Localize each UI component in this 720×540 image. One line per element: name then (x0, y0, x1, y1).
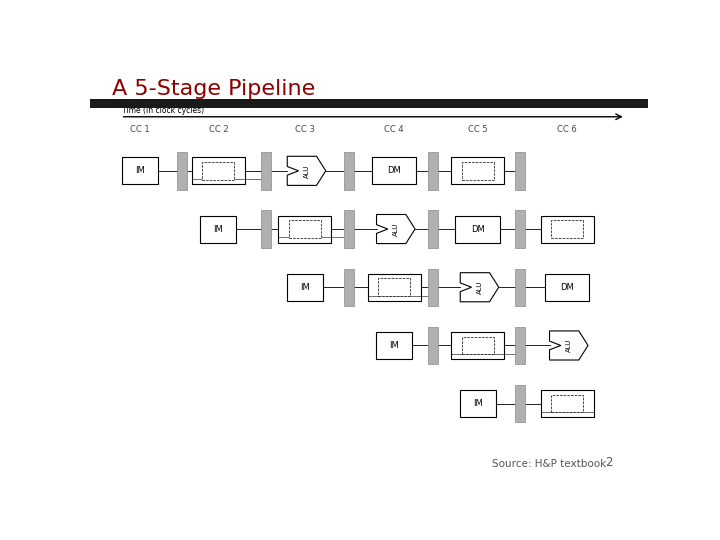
Bar (462, 162, 494, 180)
Bar (261, 211, 271, 248)
Bar (202, 162, 234, 180)
Bar (428, 327, 438, 364)
Bar (200, 215, 236, 242)
Bar (545, 274, 590, 301)
Polygon shape (287, 156, 325, 185)
Bar (456, 215, 500, 242)
Bar (261, 152, 271, 190)
Text: DM: DM (471, 225, 485, 233)
Bar (192, 157, 245, 184)
Bar (515, 152, 525, 190)
Bar (428, 152, 438, 190)
Text: CC 2: CC 2 (209, 125, 228, 134)
Text: Source: H&P textbook: Source: H&P textbook (492, 459, 606, 469)
Bar (287, 274, 323, 301)
Text: CC 4: CC 4 (384, 125, 404, 134)
Bar (344, 152, 354, 190)
Bar (515, 268, 525, 306)
Text: ALU: ALU (477, 281, 483, 294)
Bar (515, 327, 525, 364)
Text: Reg: Reg (387, 283, 401, 292)
Text: 2: 2 (605, 456, 613, 469)
Text: IM: IM (390, 341, 399, 350)
Bar (552, 220, 583, 238)
Text: IM: IM (213, 225, 223, 233)
Bar (451, 332, 504, 359)
Text: ALU: ALU (393, 222, 399, 236)
Text: DM: DM (560, 283, 574, 292)
Bar (541, 215, 593, 242)
Bar (372, 157, 416, 184)
Text: Reg: Reg (471, 166, 485, 176)
Bar (279, 215, 331, 242)
Text: Time (in clock cycles): Time (in clock cycles) (122, 106, 204, 115)
Bar (376, 332, 413, 359)
Text: Reg: Reg (297, 225, 312, 233)
Text: CC 6: CC 6 (557, 125, 577, 134)
Text: ALU: ALU (304, 164, 310, 178)
Text: Reg: Reg (211, 166, 225, 176)
Text: IM: IM (300, 283, 310, 292)
Text: Reg: Reg (471, 341, 485, 350)
Bar (428, 211, 438, 248)
Bar (459, 390, 496, 417)
Text: Reg: Reg (560, 225, 575, 233)
Text: IM: IM (473, 399, 482, 408)
Bar (289, 220, 320, 238)
Text: ALU: ALU (566, 339, 572, 352)
Bar (515, 385, 525, 422)
Bar (368, 274, 420, 301)
Bar (428, 268, 438, 306)
Text: DM: DM (387, 166, 401, 176)
Text: IM: IM (135, 166, 145, 176)
Polygon shape (549, 331, 588, 360)
Bar (344, 268, 354, 306)
Text: A 5-Stage Pipeline: A 5-Stage Pipeline (112, 79, 315, 99)
Text: Reg: Reg (560, 399, 575, 408)
Bar (515, 211, 525, 248)
Polygon shape (460, 273, 499, 302)
Bar (462, 336, 494, 354)
Text: CC 5: CC 5 (468, 125, 487, 134)
Bar (451, 157, 504, 184)
Bar (122, 157, 158, 184)
Bar (378, 279, 410, 296)
Bar (541, 390, 593, 417)
Bar (552, 395, 583, 413)
Bar (90, 99, 648, 109)
Bar (344, 211, 354, 248)
Bar (177, 152, 187, 190)
Text: CC 3: CC 3 (295, 125, 315, 134)
Text: CC 1: CC 1 (130, 125, 150, 134)
Polygon shape (377, 214, 415, 244)
